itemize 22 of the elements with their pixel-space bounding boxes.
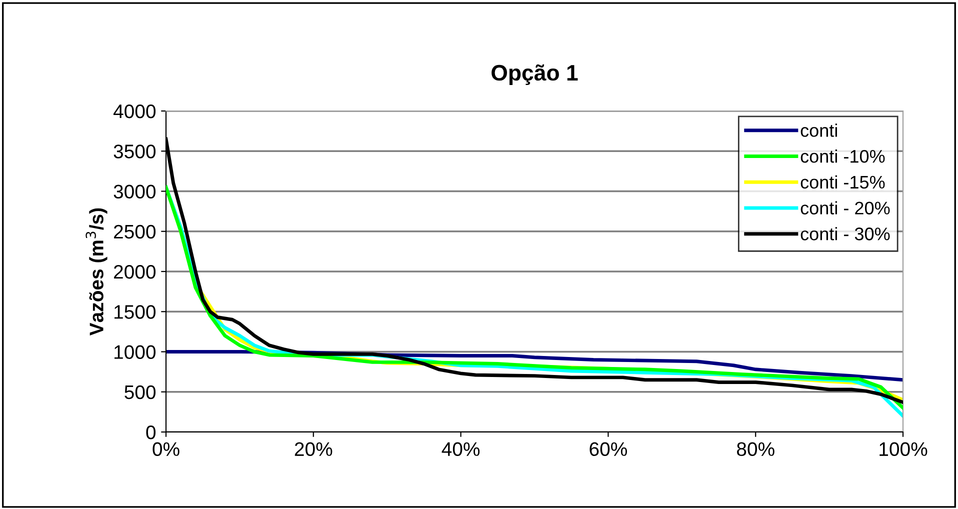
legend-label: conti -10% [800,150,885,163]
y-tick-label: 0 [146,425,156,440]
y-tick-label: 1000 [114,345,156,359]
chart-title: Opção 1 [492,64,578,86]
y-tick-label: 3000 [114,184,156,198]
legend-label: conti [800,124,837,137]
x-tick-label: 20% [294,442,332,456]
y-tick-label: 500 [124,385,156,400]
x-tick-label: 80% [736,442,774,456]
y-tick-label: 3500 [114,144,156,158]
x-tick-label: 100% [880,442,928,456]
y-tick-label: 2000 [114,264,156,279]
y-tick-label: 2500 [114,224,156,239]
y-tick-label: 1500 [114,305,156,319]
legend-label: conti - 20% [800,201,890,214]
y-axis-title: Vazões (m$^{3}$/s) [86,208,108,336]
x-tick-label: 60% [590,442,627,456]
y-tick-label: 4000 [113,104,156,118]
x-tick-label: 0% [152,442,180,456]
legend-label: conti - 30% [800,227,890,240]
x-tick-label: 40% [442,442,480,456]
legend-label: conti -15% [800,175,885,189]
